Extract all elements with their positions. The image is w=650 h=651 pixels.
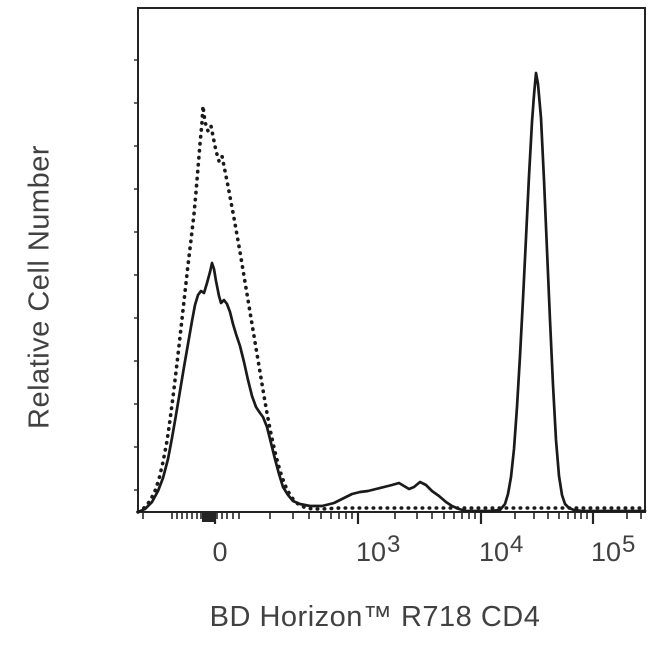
histogram-curves	[136, 71, 647, 514]
x-tick-label-power: 103	[356, 531, 400, 567]
plot-frame	[137, 7, 646, 513]
x-tick-label-power: 105	[591, 531, 635, 567]
x-tick-label-zero: 0	[212, 537, 227, 567]
curve-control-dotted	[136, 104, 647, 514]
plot-frame-rect	[137, 7, 646, 513]
x-tick-label-power: 104	[479, 531, 523, 567]
curve-cd4-solid	[136, 71, 647, 514]
x-axis-title: BD Horizon™ R718 CD4	[209, 601, 541, 633]
x-axis-tick-labels: 0 103 104 105	[212, 531, 635, 567]
x-tick-cluster	[202, 513, 214, 522]
x-axis-ticks	[142, 513, 642, 524]
